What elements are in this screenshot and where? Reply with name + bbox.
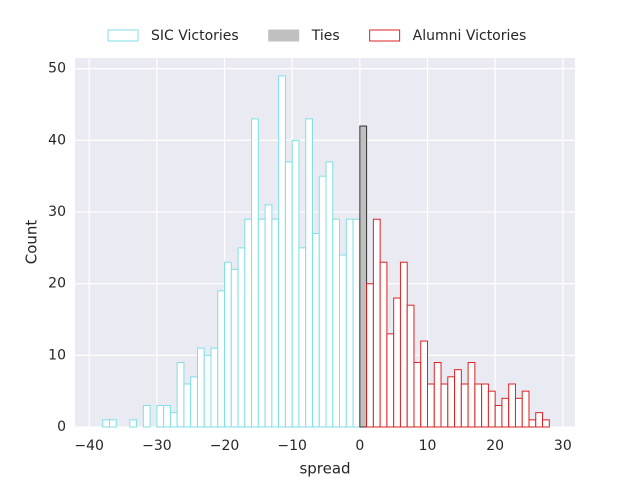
histogram-bar (427, 383, 435, 428)
histogram-bar (217, 290, 226, 428)
histogram-bar (305, 118, 313, 428)
x-tick-label: −30 (142, 438, 172, 454)
histogram-bar (298, 247, 307, 428)
histogram-bar (109, 419, 117, 428)
x-tick-label: 0 (355, 438, 364, 454)
histogram-bar (332, 218, 341, 428)
histogram-bar (339, 254, 347, 428)
histogram-bar (169, 412, 178, 428)
histogram-bar (542, 419, 550, 428)
histogram-bar (210, 347, 219, 428)
histogram-bar (176, 362, 185, 428)
histogram-bar (251, 118, 259, 428)
legend-swatch (107, 29, 139, 42)
histogram-bar (474, 383, 483, 428)
histogram-bar (393, 297, 401, 428)
histogram-bar (237, 247, 246, 428)
histogram-bar (352, 218, 361, 428)
histogram-bar (521, 390, 530, 428)
histogram-bar (447, 376, 456, 428)
histogram-bar (257, 218, 266, 428)
y-tick-label: 40 (48, 132, 66, 148)
histogram-bar (325, 161, 334, 428)
x-tick-label: 30 (554, 438, 572, 454)
histogram-bar (494, 405, 503, 428)
histogram-bar (514, 397, 523, 428)
histogram-bar (508, 383, 516, 428)
histogram-bar (102, 419, 111, 428)
histogram-bar (467, 362, 476, 428)
histogram-bar (487, 390, 496, 428)
histogram-bar (271, 218, 280, 428)
histogram-bar (379, 261, 388, 428)
x-tick-label: −10 (277, 438, 307, 454)
histogram-bar (224, 261, 232, 428)
histogram-bar (366, 283, 374, 428)
histogram-bar (190, 376, 198, 428)
histogram-bar (163, 405, 171, 428)
x-tick-label: 10 (419, 438, 437, 454)
x-tick-label: −20 (210, 438, 240, 454)
histogram-bar (440, 383, 449, 428)
histogram-bar (196, 347, 205, 428)
x-axis-label: spread (299, 460, 350, 478)
legend-label: Alumni Victories (413, 28, 527, 44)
y-tick-label: 50 (48, 61, 66, 77)
histogram-bar (359, 125, 368, 428)
histogram-bar (156, 405, 165, 428)
histogram-bar (203, 354, 212, 428)
legend-label: Ties (311, 28, 340, 44)
histogram-bar (284, 161, 293, 428)
histogram-bar (528, 419, 537, 428)
y-tick-label: 0 (57, 419, 66, 435)
histogram-bar (291, 139, 300, 428)
histogram-bar (535, 412, 544, 428)
histogram-bar (129, 419, 138, 428)
histogram-bar (386, 333, 395, 428)
y-tick-label: 20 (48, 276, 66, 292)
histogram-bar (399, 261, 408, 428)
histogram-bar (501, 397, 510, 428)
x-tick-label: −40 (74, 438, 104, 454)
legend-label: SIC Victories (151, 28, 239, 44)
histogram-bar (244, 218, 253, 428)
y-tick-label: 10 (48, 347, 66, 363)
histogram-bar (278, 75, 286, 428)
histogram-bar (406, 304, 415, 428)
histogram-bar (454, 369, 462, 428)
histogram-bar (142, 405, 151, 428)
histogram-bar (433, 362, 442, 428)
x-tick-label: 20 (486, 438, 504, 454)
legend-swatch (268, 29, 300, 42)
legend-swatch (369, 29, 401, 42)
histogram-bar (183, 383, 192, 428)
histogram-bar (460, 383, 469, 428)
histogram-bar (345, 218, 354, 428)
histogram-bar (413, 362, 422, 428)
histogram-bar (420, 340, 429, 428)
y-axis-label: Count (23, 220, 41, 265)
histogram-bar (311, 233, 320, 428)
histogram-bar (230, 268, 239, 428)
y-tick-label: 30 (48, 204, 66, 220)
histogram-bar (318, 175, 327, 428)
histogram-bar (481, 383, 489, 428)
histogram-bar (264, 204, 273, 428)
histogram-bar (372, 218, 381, 428)
